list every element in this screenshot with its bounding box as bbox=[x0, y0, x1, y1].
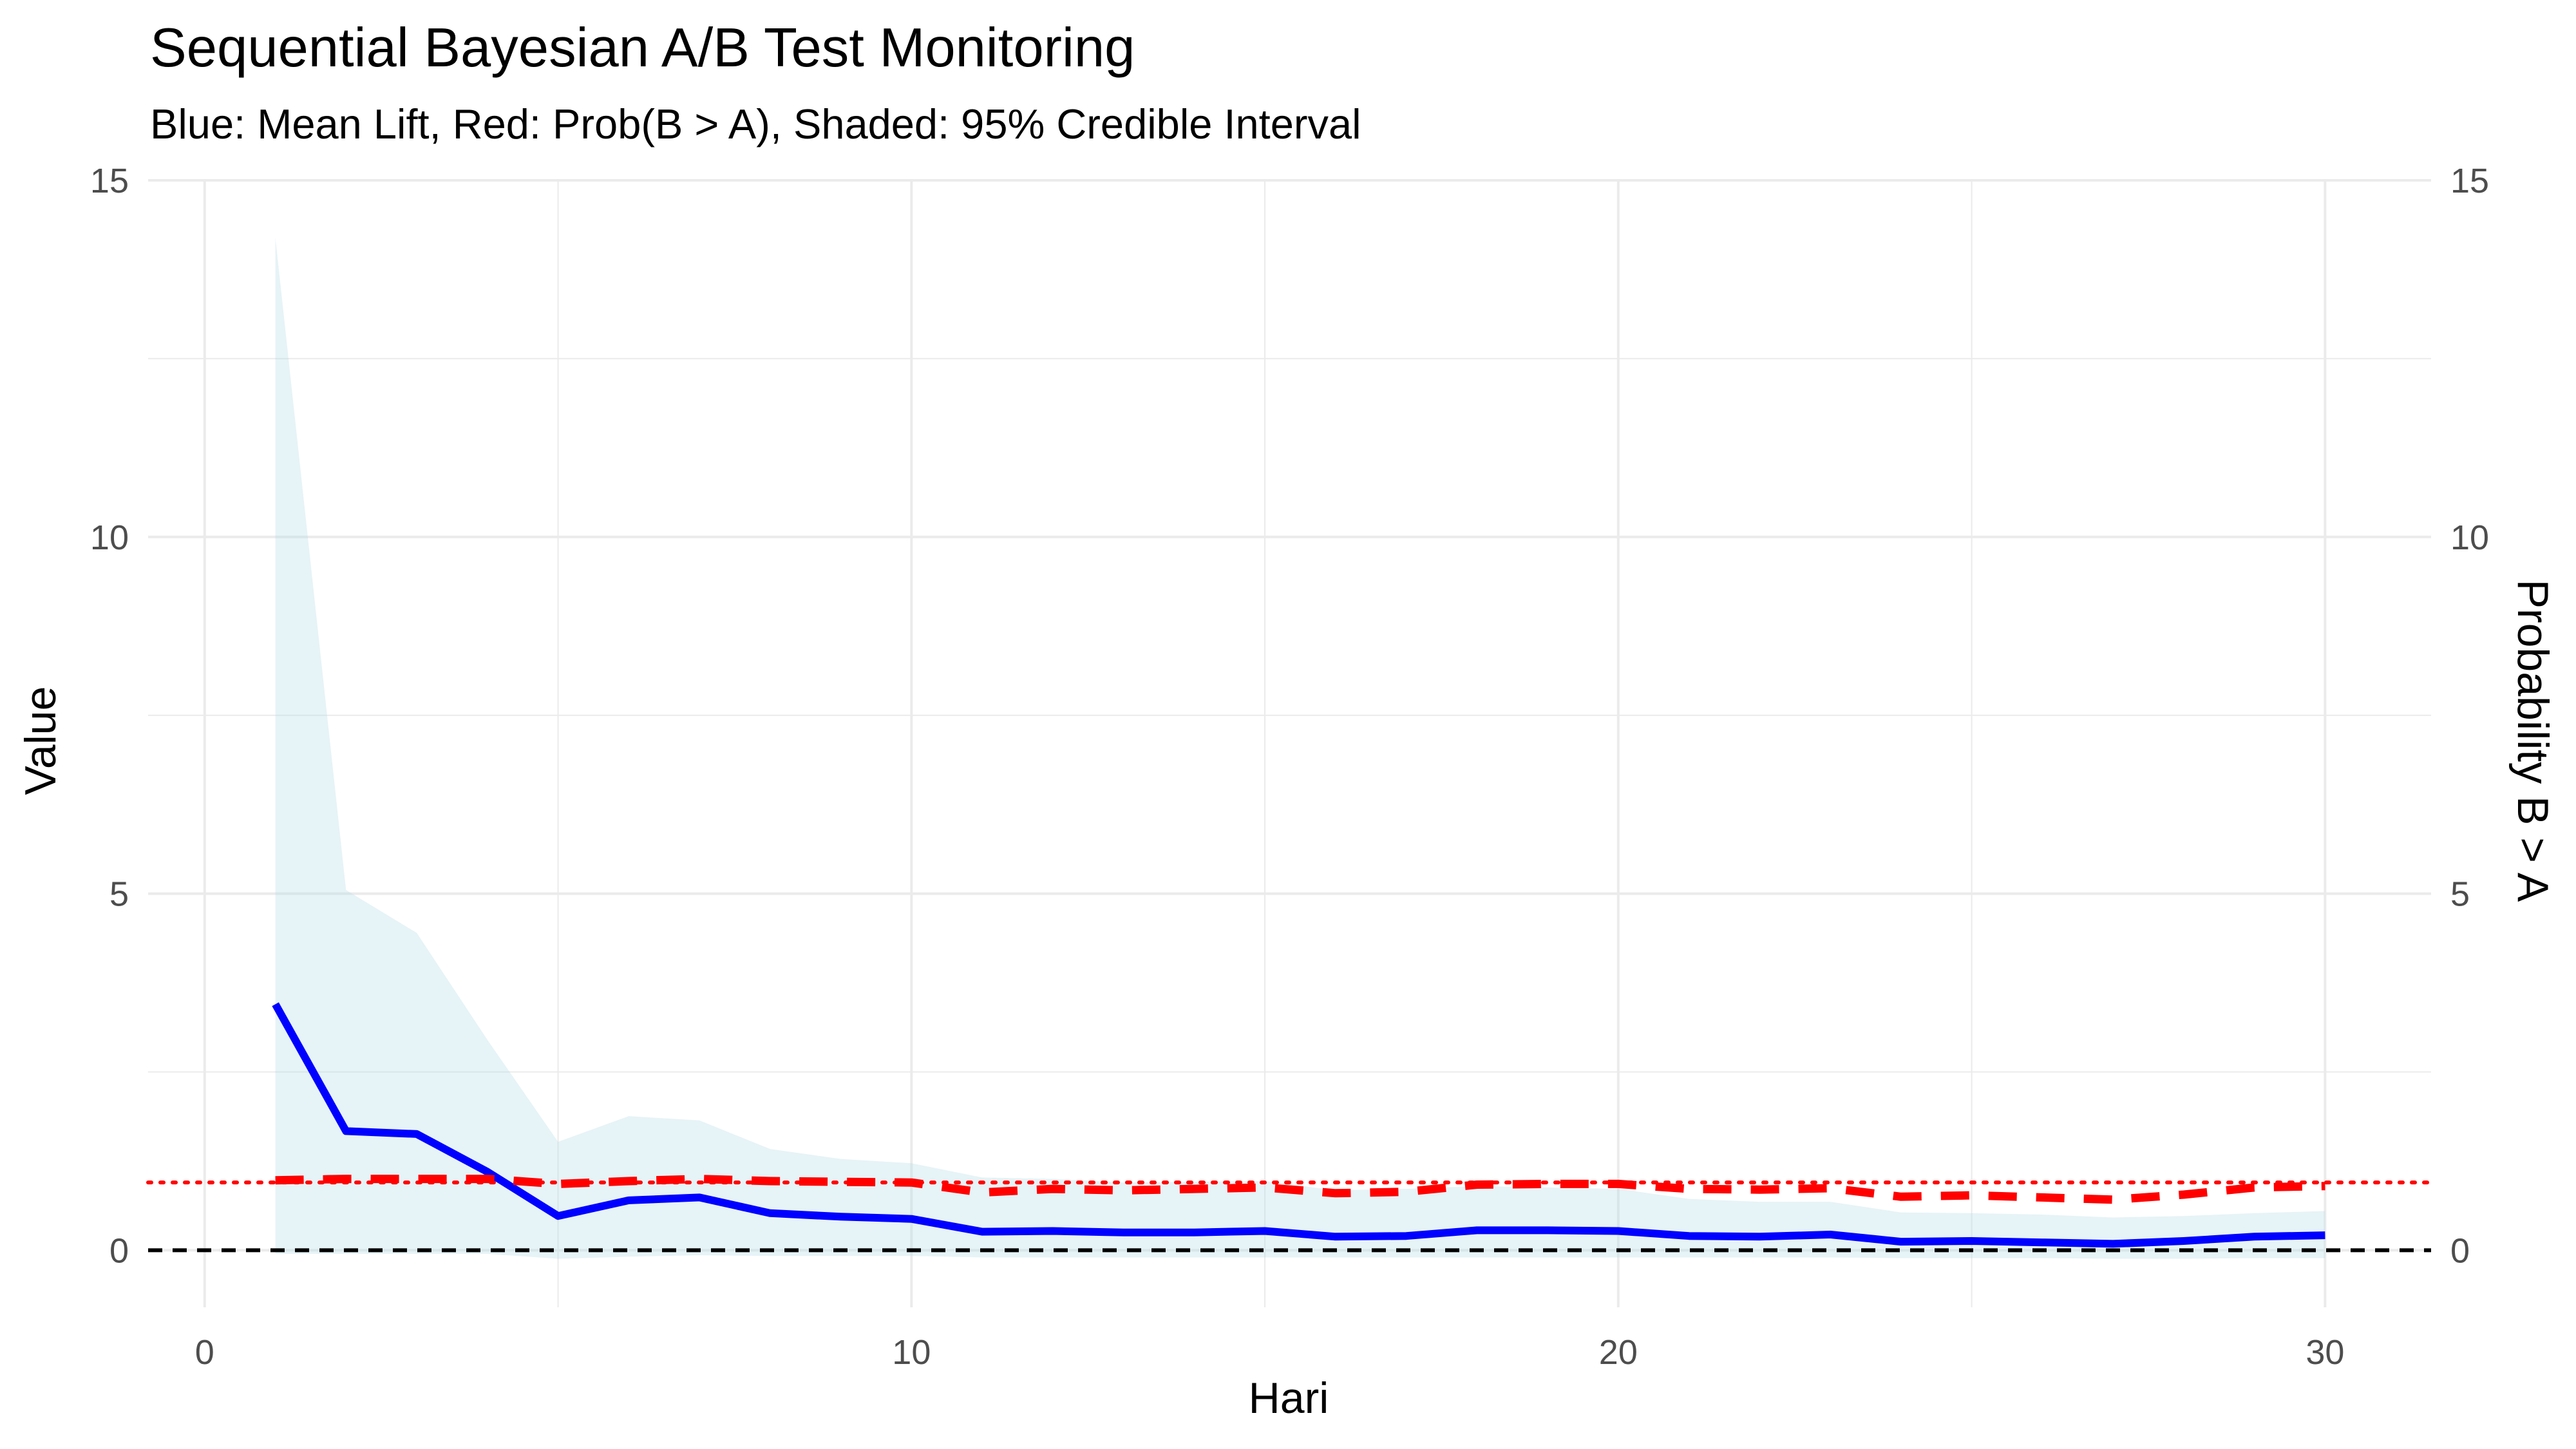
x-tick-label: 10 bbox=[892, 1333, 931, 1372]
credible-interval-area bbox=[275, 237, 2325, 1259]
y2-tick-label: 15 bbox=[2450, 162, 2489, 200]
y-tick-label: 10 bbox=[90, 518, 129, 557]
prob-b-gt-a-line bbox=[275, 1175, 2325, 1204]
chart-title: Sequential Bayesian A/B Test Monitoring bbox=[150, 17, 1135, 79]
credible-interval-band bbox=[275, 237, 2325, 1259]
mean-lift-line bbox=[272, 1002, 2325, 1248]
tick-labels: 0 10 20 30 0 5 10 15 0 5 10 15 bbox=[90, 162, 2489, 1372]
x-tick-label: 20 bbox=[1599, 1333, 1638, 1372]
x-tick-label: 30 bbox=[2306, 1333, 2344, 1372]
y-tick-label: 15 bbox=[90, 162, 129, 200]
y2-tick-label: 5 bbox=[2450, 875, 2470, 914]
y-axis-title: Value bbox=[16, 687, 65, 795]
y2-axis-title: Probability B > A bbox=[2508, 580, 2557, 902]
y-tick-label: 5 bbox=[109, 875, 129, 914]
x-tick-label: 0 bbox=[195, 1333, 214, 1372]
y-tick-label: 0 bbox=[109, 1231, 129, 1270]
x-axis-title: Hari bbox=[1249, 1374, 1329, 1423]
y2-tick-label: 10 bbox=[2450, 518, 2489, 557]
chart-subtitle: Blue: Mean Lift, Red: Prob(B > A), Shade… bbox=[150, 100, 1361, 147]
series-lines bbox=[272, 1002, 2325, 1248]
y2-tick-label: 0 bbox=[2450, 1231, 2470, 1270]
